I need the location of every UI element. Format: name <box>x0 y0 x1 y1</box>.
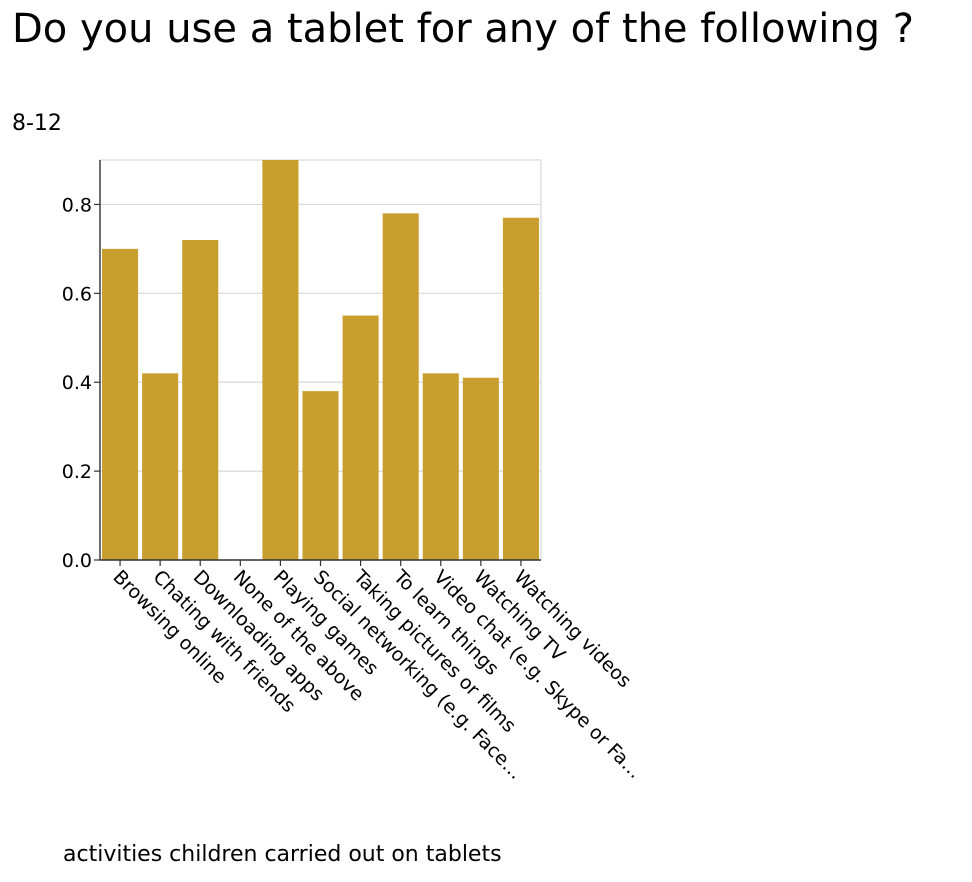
bar <box>182 240 219 560</box>
bar <box>342 315 379 560</box>
y-axis-ticks: 0.0 0.2 0.4 0.6 0.8 <box>62 194 100 572</box>
y-tick-label: 0.8 <box>62 194 92 216</box>
bar <box>262 160 299 560</box>
y-tick-label: 0.6 <box>62 283 92 305</box>
bars <box>102 160 539 561</box>
bar <box>502 217 539 560</box>
bar <box>302 391 339 560</box>
bar <box>382 213 419 561</box>
bar <box>462 377 499 560</box>
y-tick-label: 0.2 <box>62 461 92 483</box>
y-tick-label: 0.0 <box>62 550 92 572</box>
y-tick-label: 0.4 <box>62 372 92 394</box>
bar <box>422 373 459 560</box>
chart-title: Do you use a tablet for any of the follo… <box>12 6 915 52</box>
bar <box>102 248 139 560</box>
chart-subtitle: 8-12 <box>12 111 62 136</box>
bar <box>142 373 179 560</box>
x-axis-label: activities children carried out on table… <box>63 842 502 867</box>
